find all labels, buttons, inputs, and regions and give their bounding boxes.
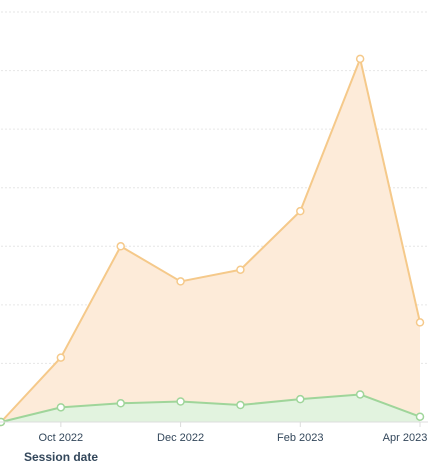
data-point-s0-6[interactable]: [355, 54, 365, 64]
series-line-1: [0, 393, 421, 423]
x-tick-label-1: Dec 2022: [157, 432, 204, 444]
series-area-0: [1, 58, 420, 422]
data-point-s1-3[interactable]: [176, 397, 185, 406]
data-point-s1-6[interactable]: [355, 390, 365, 399]
data-point-s0-3[interactable]: [176, 277, 185, 286]
data-point-s1-1[interactable]: [56, 403, 66, 412]
series-area-1: [1, 394, 420, 422]
data-point-s0-1[interactable]: [56, 353, 66, 362]
data-point-s1-5[interactable]: [296, 394, 305, 404]
x-tick-label-2: Feb 2023: [277, 432, 323, 444]
series-areas: [1, 58, 420, 422]
data-point-s1-2[interactable]: [116, 399, 125, 408]
series-lines: [0, 57, 421, 423]
data-point-s0-7[interactable]: [415, 318, 425, 327]
data-point-s0-4[interactable]: [236, 265, 245, 274]
x-axis-title: Session date: [24, 450, 98, 464]
x-tick-label-3: Apr 2023: [383, 432, 428, 444]
data-point-s0-5[interactable]: [296, 206, 305, 216]
series-line-0: [0, 57, 421, 423]
x-axis: Oct 2022 Dec 2022 Feb 2023 Apr 2023: [0, 421, 428, 444]
x-tick-label-0: Oct 2022: [39, 432, 84, 444]
data-point-s1-7[interactable]: [415, 412, 425, 421]
data-point-s0-2[interactable]: [116, 242, 125, 251]
data-points: [0, 54, 425, 427]
data-point-s1-4[interactable]: [236, 400, 245, 410]
